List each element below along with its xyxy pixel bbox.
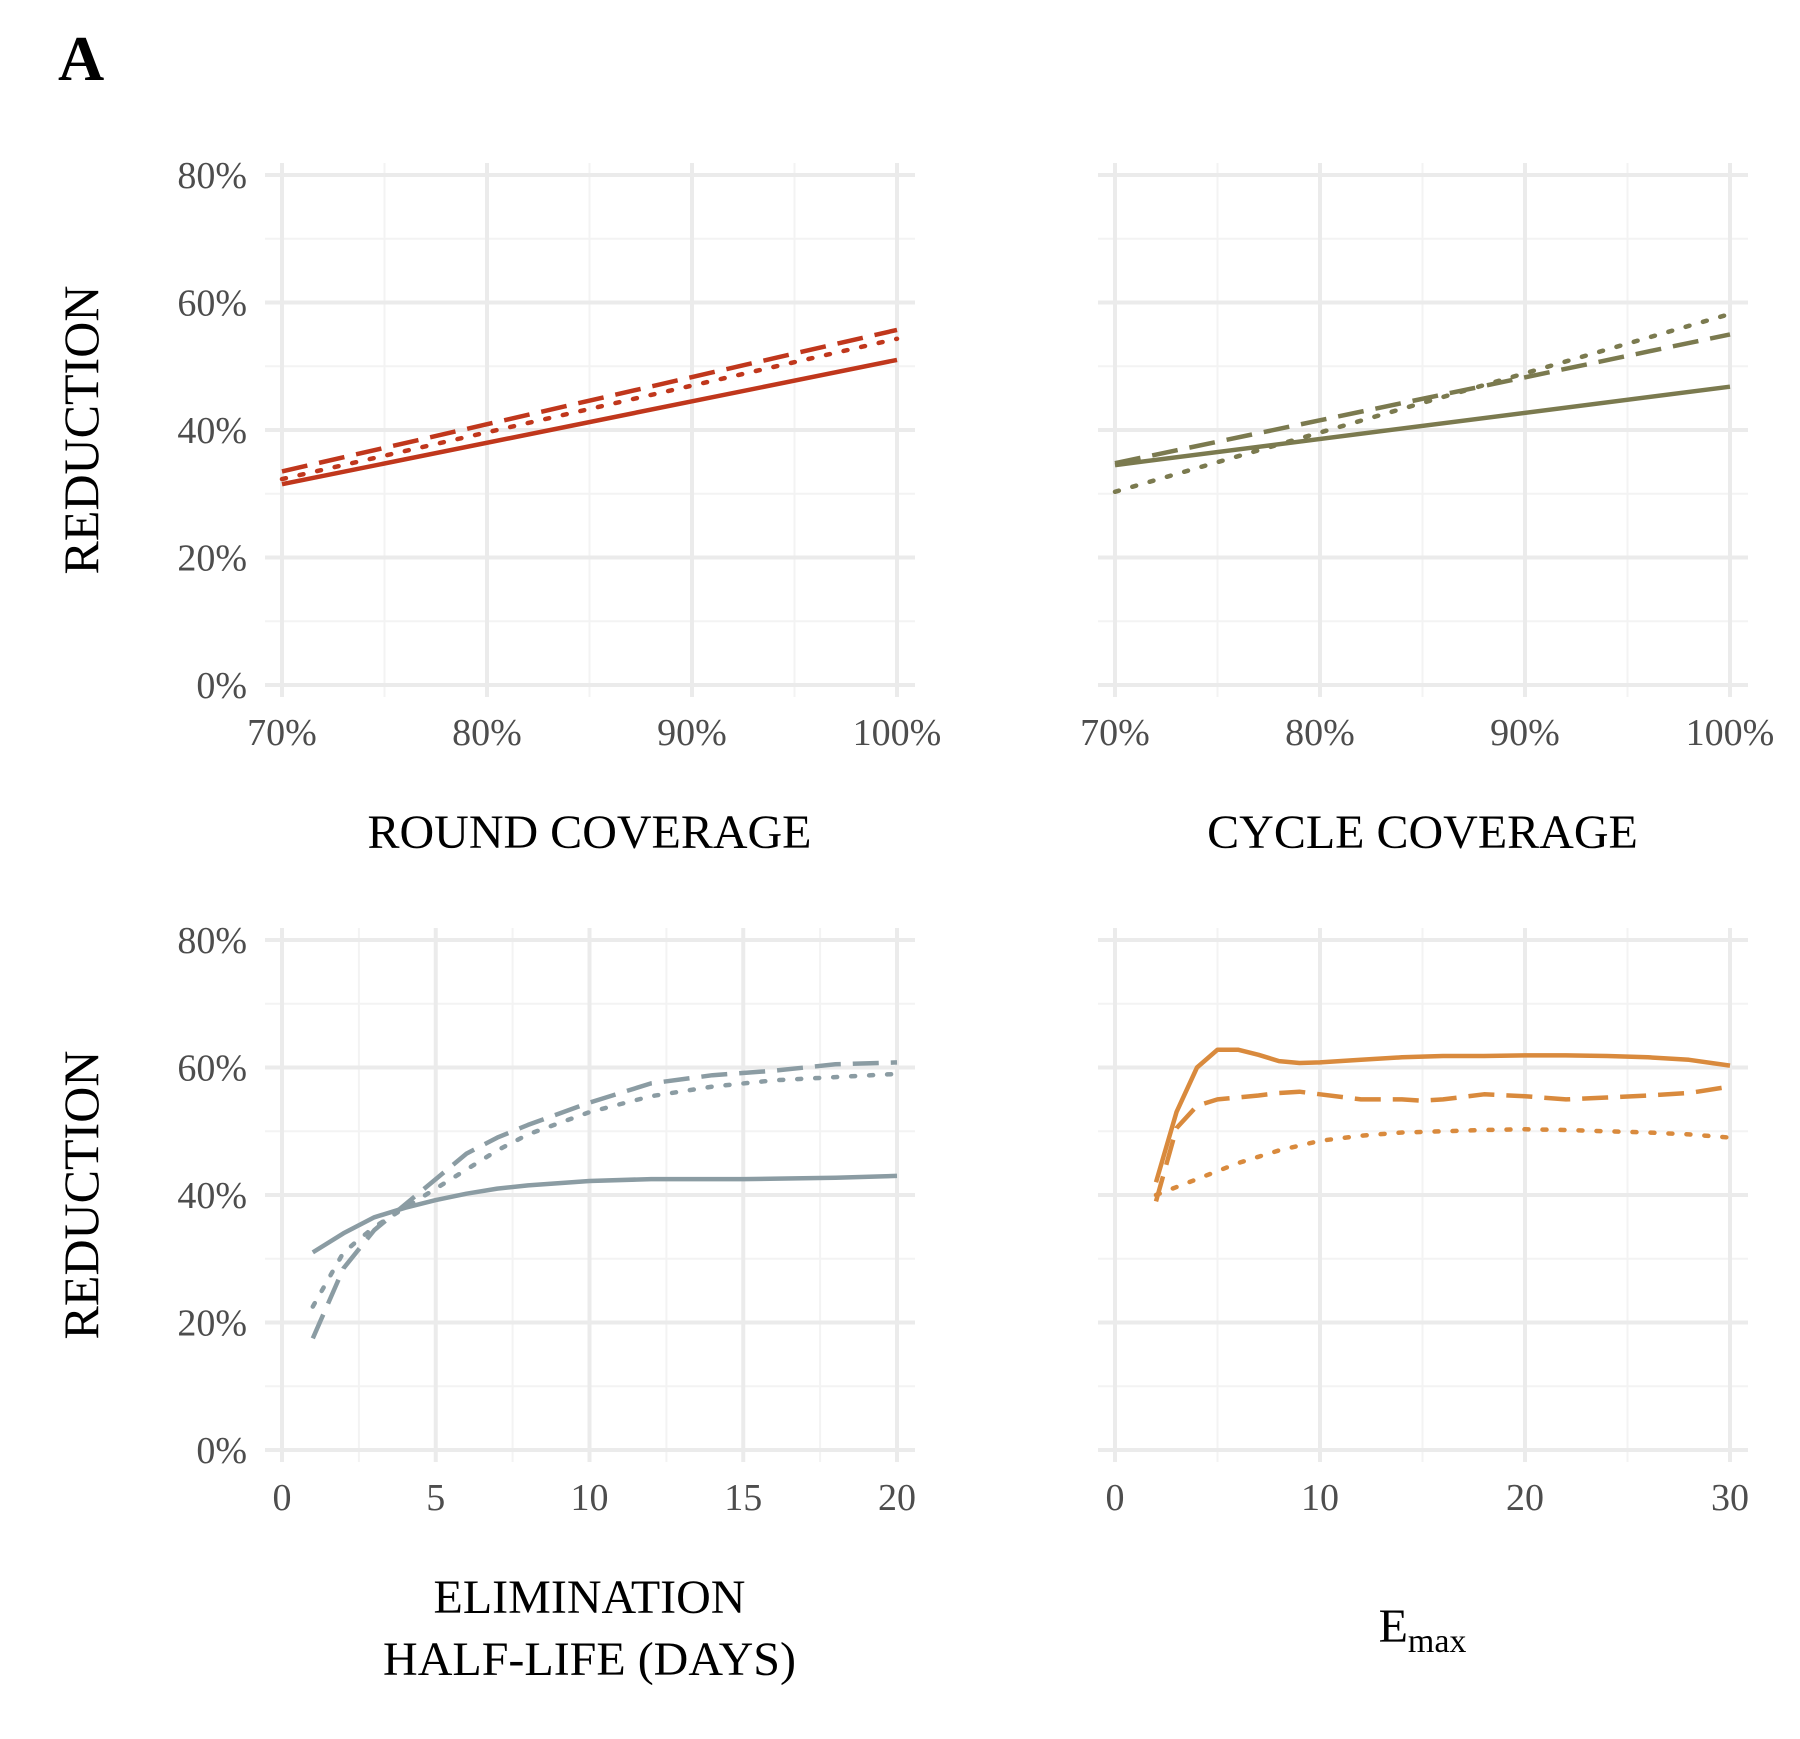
x-tick-label: 30 (1711, 1477, 1749, 1519)
series-line-dotted (1153, 1127, 1733, 1198)
chart-panel-halflife: 0% 20% 40% 60% 80% 0 5 10 15 20 REDUCTION ELIMINATI… (53, 920, 916, 1686)
y-axis-title: REDUCTION (53, 1051, 109, 1340)
y-axis-title: REDUCTION (53, 286, 109, 575)
series-line-dashed (1153, 1084, 1731, 1203)
series-line-solid (311, 1173, 898, 1255)
x-tick-label: 100% (1686, 712, 1775, 754)
x-tick-label: 5 (426, 1477, 445, 1519)
x-axis-title: ROUND COVERAGE (368, 806, 812, 859)
x-tick-label: 20 (1506, 1477, 1544, 1519)
x-tick-label: 15 (724, 1477, 762, 1519)
x-tick-label: 100% (853, 712, 942, 754)
chart-panel-round: 0% 20% 40% 60% 80% 70% 80% 90% 100% REDUCTION ROUN… (53, 155, 941, 859)
series-line-solid (1153, 1047, 1731, 1183)
series-line-dotted (1112, 311, 1733, 495)
chart-panel-emax: 0 10 20 30 Emax (1098, 928, 1749, 1660)
x-tick-label: 80% (452, 712, 522, 754)
grid (1098, 928, 1748, 1462)
x-tick-label: 10 (571, 1477, 609, 1519)
x-axis-title: ELIMINATION (434, 1571, 746, 1624)
x-tick-label: 90% (1490, 712, 1560, 754)
y-tick-label: 60% (177, 1048, 247, 1090)
grid (265, 163, 915, 697)
y-tick-label: 0% (196, 1430, 247, 1472)
y-tick-label: 60% (177, 283, 247, 325)
series-line-dotted (279, 336, 900, 482)
x-tick-label: 0 (1106, 1477, 1125, 1519)
grid (265, 928, 915, 1462)
grid (1098, 163, 1748, 697)
x-tick-label: 0 (273, 1477, 292, 1519)
series-line-dotted (310, 1071, 900, 1309)
series-line-solid (1114, 384, 1731, 468)
y-tick-label: 0% (196, 665, 247, 707)
x-tick-label: 80% (1285, 712, 1355, 754)
x-axis-title: CYCLE COVERAGE (1207, 806, 1638, 859)
y-tick-label: 40% (177, 410, 247, 452)
chart-panel-cycle: 70% 80% 90% 100% CYCLE COVERAGE (1080, 163, 1774, 859)
y-tick-label: 20% (177, 538, 247, 580)
x-tick-label: 70% (1080, 712, 1150, 754)
series-line-dashed (1114, 332, 1731, 466)
x-axis-title: HALF-LIFE (DAYS) (383, 1633, 796, 1686)
x-tick-label: 90% (657, 712, 727, 754)
y-tick-label: 20% (177, 1303, 247, 1345)
series-line-solid (281, 357, 898, 487)
y-tick-label: 80% (177, 920, 247, 962)
x-axis-title: Emax (1379, 1600, 1467, 1660)
series-line-dashed (310, 1060, 898, 1340)
x-tick-label: 20 (878, 1477, 916, 1519)
charts-grid: 0%20%40%60%80%70% 80% 90% 100%REDUCTIONROUN… (53, 155, 1774, 1686)
series-line-dashed (281, 327, 898, 474)
panel-label: A (58, 23, 104, 94)
y-tick-label: 40% (177, 1175, 247, 1217)
y-tick-label: 80% (177, 155, 247, 197)
x-tick-label: 70% (247, 712, 317, 754)
x-tick-label: 10 (1301, 1477, 1339, 1519)
